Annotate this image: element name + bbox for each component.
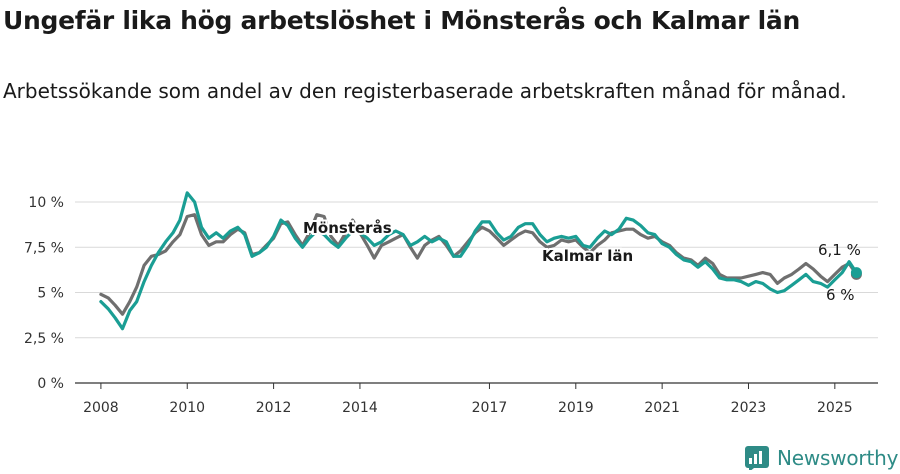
x-tick-label: 2025 bbox=[817, 400, 853, 416]
gridlines bbox=[75, 201, 878, 384]
x-tick-label: 2017 bbox=[472, 400, 508, 416]
chart-title: Ungefär lika hög arbetslöshet i Mönsterå… bbox=[3, 6, 800, 35]
series-line-kalmar bbox=[99, 213, 859, 316]
kalmar-end-value-label: 6,1 % bbox=[818, 241, 861, 259]
series-line-monsteras bbox=[99, 191, 859, 331]
x-tick-label: 2008 bbox=[83, 400, 119, 416]
kalmar-series-label: Kalmar län bbox=[542, 247, 633, 265]
y-tick-label: 5 % bbox=[37, 286, 64, 302]
x-tick-label: 2014 bbox=[342, 400, 378, 416]
y-tick-label: 7,5 % bbox=[24, 240, 64, 256]
brand-logo: Newsworthy bbox=[745, 444, 898, 472]
y-axis-ticks: 0 % 2,5 % 5 % 7,5 % 10 % bbox=[24, 195, 64, 392]
monsteras-end-value-label: 6 % bbox=[826, 286, 855, 304]
x-tick-label: 2019 bbox=[558, 400, 594, 416]
y-tick-label: 2,5 % bbox=[24, 331, 64, 347]
series-lines bbox=[99, 191, 862, 331]
x-tick-label: 2023 bbox=[731, 400, 767, 416]
x-tick-label: 2012 bbox=[256, 400, 292, 416]
chart-subtitle: Arbetssökande som andel av den registerb… bbox=[3, 79, 847, 103]
y-tick-label: 0 % bbox=[37, 376, 64, 392]
monsteras-series-label: Mönsterås bbox=[303, 219, 392, 237]
annotations: Mönsterås Kalmar län 6,1 % 6 % bbox=[301, 217, 861, 304]
newsworthy-logo-icon bbox=[745, 446, 769, 470]
x-axis-ticks: 2008 2010 2012 2014 2017 2019 2021 2023 2025 bbox=[83, 383, 853, 416]
brand-name: Newsworthy bbox=[777, 446, 899, 470]
y-tick-label: 10 % bbox=[28, 195, 64, 211]
series-endpoint-monsteras bbox=[850, 267, 862, 279]
x-tick-label: 2021 bbox=[644, 400, 680, 416]
x-tick-label: 2010 bbox=[169, 400, 205, 416]
